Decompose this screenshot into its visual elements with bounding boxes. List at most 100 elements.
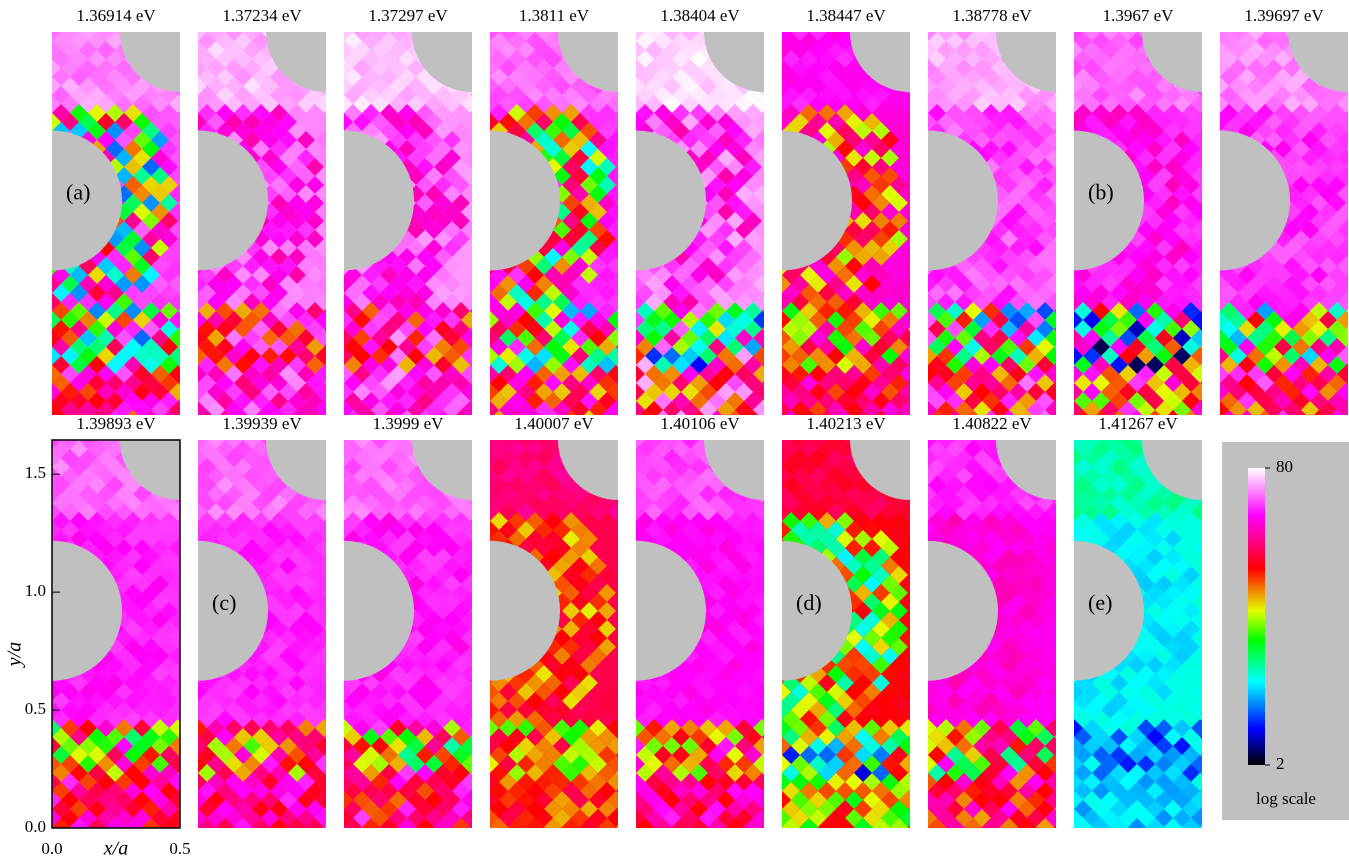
field-cell [34,248,52,266]
field-cell [1265,419,1283,437]
field-cell [616,248,634,266]
field-cell [1056,356,1074,374]
field-cell [1202,248,1220,266]
field-cell [34,302,52,320]
field-cell [910,410,928,428]
field-cell [25,23,43,41]
field-cell [1229,419,1247,437]
field-cell [472,32,490,50]
field-cell [472,194,490,212]
field-cell [178,122,196,140]
field-cell [178,194,196,212]
field-cell [472,230,490,248]
field-cell [178,284,196,302]
field-cell [616,176,634,194]
field-cell [762,356,780,374]
field-cell [180,68,198,86]
field-cell [470,284,488,302]
field-cell [34,140,52,158]
field-cell [169,419,187,437]
field-cell [34,620,52,638]
field-cell [1054,374,1072,392]
field-cell [189,419,207,437]
field-cell [470,356,488,374]
field-cell [764,140,782,158]
field-cell [618,374,636,392]
field-cell [34,800,52,818]
field-cell [1211,419,1229,437]
field-cell [133,827,151,845]
field-cell [1200,122,1218,140]
field-cell [908,230,926,248]
field-cell [1209,419,1227,437]
field-cell [910,356,928,374]
field-cell [764,104,782,122]
field-cell [25,521,43,539]
field-cell [324,86,342,104]
field-cell [1202,32,1220,50]
field-cell [1056,392,1074,410]
field-cell [1200,50,1218,68]
field-cell [1054,338,1072,356]
field-cell [470,266,488,284]
field-cell [472,140,490,158]
field-cell [1301,419,1319,437]
field-cell [324,320,342,338]
field-cell [34,266,52,284]
field-cell [1054,248,1072,266]
field-cell [25,485,43,503]
field-cell [764,176,782,194]
field-cell [910,194,928,212]
field-cell [762,410,780,428]
field-cell [472,392,490,410]
field-cell [178,266,196,284]
field-cell [171,419,189,437]
field-cell [627,419,645,437]
field-cell [196,836,214,854]
field-cell [1056,320,1074,338]
field-cell [353,419,371,437]
field-cell [618,86,636,104]
field-cell [481,419,499,437]
field-cell [1056,194,1074,212]
field-cell [1200,392,1218,410]
field-cell [616,68,634,86]
field-cell [1200,266,1218,284]
field-cell [616,302,634,320]
field-cell [25,719,43,737]
field-cell [326,356,344,374]
field-cell [1047,419,1065,437]
field-cell [1054,230,1072,248]
field-cell [178,374,196,392]
field-cell [34,86,52,104]
field-cell [908,176,926,194]
field-cell [326,338,344,356]
field-cell [908,374,926,392]
field-cell [762,140,780,158]
field-cell [472,410,490,428]
field-cell [34,746,52,764]
field-cell [908,302,926,320]
field-cell [326,86,344,104]
field-cell [180,782,198,800]
field-cell [180,764,198,782]
field-cell [1200,320,1218,338]
field-cell [470,302,488,320]
field-cell [470,338,488,356]
field-cell [616,338,634,356]
field-cell [1202,122,1220,140]
field-cell [1200,302,1218,320]
field-cell [910,68,928,86]
field-cell [315,419,333,437]
field-cell [34,122,52,140]
field-cell [479,419,497,437]
field-cell [764,32,782,50]
field-cell [472,320,490,338]
field-cell [762,284,780,302]
field-cell [470,32,488,50]
field-cell [1054,68,1072,86]
field-cell [470,212,488,230]
field-cell [1193,419,1211,437]
field-cell [180,476,198,494]
field-cell [178,140,196,158]
